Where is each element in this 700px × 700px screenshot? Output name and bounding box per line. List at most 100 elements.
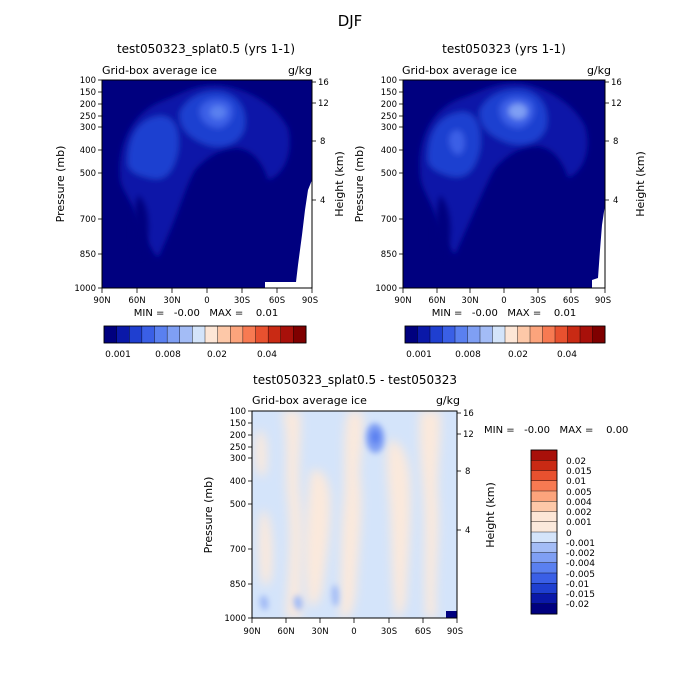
colorbar-swatch [504,325,519,344]
colorbar: 0.001 0.008 0.02 0.04 [404,325,606,360]
colorbar-swatch [103,325,118,344]
positive-anomaly-band [386,440,411,618]
x-tick-labels: 90N 60N 30N 0 30S 60S 90S [93,296,318,306]
y-tick-label: 100 [381,76,397,86]
colorbar-swatch [530,562,558,574]
colorbar: 0.02 0.015 0.01 0.005 0.004 0.002 0.001 … [530,449,595,615]
page-title: DJF [338,12,363,30]
y-tick-label: 700 [381,215,397,225]
x-tick-labels: 90N 60N 30N 0 30S 60S 90S [394,296,611,306]
x-tick-label: 30S [234,296,250,306]
y-tick-label: 400 [381,146,397,156]
negative-anomaly-core [370,429,380,445]
colorbar-label: 0.04 [257,350,277,360]
colorbar-label: 0.01 [566,477,586,487]
colorbar-swatch [454,325,469,344]
height-tick-label: 16 [463,409,474,419]
colorbar-label: 0.001 [406,350,432,360]
panel-title: test050323 (yrs 1-1) [442,42,566,56]
colorbar-swatch [442,325,456,344]
colorbar-swatch [530,490,558,502]
colorbar-swatches [404,325,606,344]
height-tick-label: 12 [611,99,622,109]
height-tick-label: 8 [613,137,618,147]
y-tick-label: 200 [80,100,96,110]
colorbar-swatch [530,593,558,605]
colorbar-label: 0.04 [557,350,577,360]
colorbar-label: 0.02 [508,350,528,360]
positive-anomaly-band [340,411,364,618]
colorbar-swatch [530,501,558,513]
x-tick-label: 60S [415,627,431,637]
colorbar-swatch [154,325,168,344]
colorbar-label: 0.008 [455,350,481,360]
colorbar-swatch [530,603,558,615]
colorbar-label: 0 [566,529,572,539]
colorbar-swatch [530,552,558,564]
y-axis-label: Pressure (mb) [54,146,67,223]
y-tick-label: 1000 [375,284,397,294]
y-tick-label: 250 [230,443,246,453]
panel-subtitle: Grid-box average ice [402,64,517,77]
x-tick-label: 30N [461,296,478,306]
axis-ticks [248,410,461,623]
colorbar-label: 0.008 [155,350,181,360]
colorbar-swatch [542,325,556,344]
height-tick-label: 16 [318,78,329,88]
height-tick-label: 16 [611,78,622,88]
colorbar-swatch [255,325,269,344]
x-tick-label: 60N [428,296,445,306]
x-tick-label: 0 [204,296,209,306]
y-tick-labels: 100 150 200 250 300 400 500 700 850 1000 [224,407,246,624]
colorbar-swatch [141,325,156,344]
x-tick-label: 60N [277,627,294,637]
colorbar-swatch [554,325,569,344]
y-tick-label: 150 [80,88,96,98]
x-tick-label: 0 [501,296,506,306]
colorbar-swatch [530,511,558,523]
contour-field [252,411,457,618]
y-right-tick-labels: 16 12 8 4 [611,78,622,206]
y-tick-label: 300 [230,454,246,464]
negative-anomaly-spot [331,584,339,606]
y-axis-label: Pressure (mb) [202,477,215,554]
missing-data-region [446,611,457,618]
y-tick-label: 1000 [224,614,246,624]
x-tick-label: 90N [243,627,260,637]
colorbar-swatch [530,521,558,533]
colorbar-swatch [404,325,419,344]
colorbar-swatch [530,460,558,472]
x-tick-label: 30N [311,627,328,637]
positive-anomaly-band [419,411,441,618]
y-tick-label: 150 [230,419,246,429]
y-tick-label: 1000 [74,284,96,294]
colorbar-label: 0.002 [566,508,592,518]
y-tick-label: 100 [80,76,96,86]
min-max-readout: MIN = -0.00 MAX = 0.01 [134,308,278,319]
y-axis-label: Pressure (mb) [353,146,366,223]
colorbar-swatch [517,325,531,344]
colorbar-labels: 0.001 0.008 0.02 0.04 [105,350,277,360]
y-axis-right-label: Height (km) [333,151,346,217]
colorbar-swatch [530,449,558,461]
missing-data-region [592,205,605,288]
x-tick-label: 0 [351,627,356,637]
y-tick-labels: 100 150 200 250 300 400 500 700 850 1000 [375,76,397,294]
colorbar-swatch [230,325,244,344]
colorbar-swatch [217,325,231,344]
x-tick-label: 90N [93,296,110,306]
y-tick-label: 500 [230,500,246,510]
colorbar-frame [404,325,606,344]
colorbar-swatch [530,542,558,554]
contour-level-2 [128,116,179,179]
colorbar-swatch [280,325,294,344]
height-tick-label: 12 [463,430,474,440]
y-tick-label: 400 [230,477,246,487]
colorbar-swatch [467,325,481,344]
contour-level-1b [133,195,149,258]
x-tick-label: 60N [128,296,145,306]
colorbar-label: -0.02 [566,600,589,610]
positive-anomaly-band [282,411,302,618]
positive-anomaly-band [305,469,331,607]
x-tick-label: 90S [595,296,611,306]
